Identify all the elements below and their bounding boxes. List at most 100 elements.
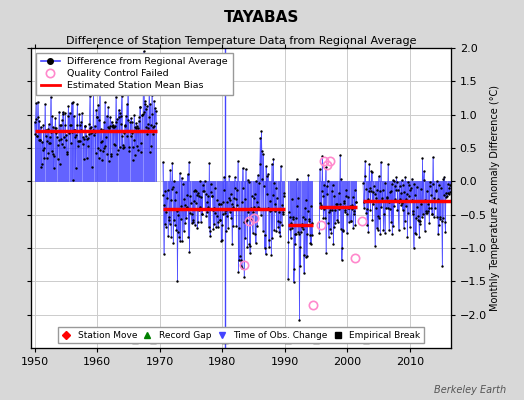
Point [370,183,378,190]
Point [426,178,434,185]
Point [231,174,239,181]
Point [269,192,277,198]
Point [442,194,451,200]
Point [176,238,184,244]
Point [402,196,410,202]
Point [251,231,259,237]
Point [441,229,450,235]
Point [336,152,344,158]
Point [182,215,191,221]
Point [138,112,147,118]
Point [88,164,96,170]
Point [244,176,252,183]
Point [69,99,77,105]
Point [316,202,325,208]
Point [222,228,230,234]
Point [374,226,382,233]
Point [125,144,133,150]
Point [184,233,193,240]
Point [292,215,300,222]
Point [117,113,125,119]
Point [174,229,182,235]
Point [70,126,79,133]
Point [190,198,198,205]
Point [67,121,75,128]
Point [75,138,83,144]
Point [272,228,281,234]
Point [331,220,339,226]
Point [136,104,144,110]
Point [34,114,42,120]
Point [170,178,179,185]
Point [217,237,226,244]
Point [288,196,297,202]
Point [188,217,196,223]
Point [422,188,431,194]
Point [97,126,105,133]
Point [206,181,215,187]
Point [267,252,276,258]
Point [74,138,82,144]
Text: Berkeley Earth: Berkeley Earth [433,385,506,395]
Point [297,229,305,236]
Point [131,151,139,158]
Point [151,108,160,114]
Point [439,214,447,221]
Point [86,125,94,131]
Point [193,218,202,225]
Point [258,176,267,182]
Point [173,208,181,214]
Point [194,193,203,199]
Point [318,188,326,194]
Point [116,120,125,127]
Point [103,151,111,158]
Point [224,195,233,201]
Point [148,92,156,98]
Point [132,124,140,131]
Point [31,116,40,122]
Point [173,278,182,284]
Point [210,204,218,211]
Point [410,181,418,187]
Point [300,216,309,223]
Point [273,195,281,202]
Point [335,206,343,212]
Point [183,204,191,210]
Point [398,200,406,206]
Point [277,163,285,169]
Point [109,122,117,128]
Point [165,214,173,220]
Point [287,220,296,226]
Point [262,163,270,170]
Point [359,180,367,186]
Point [113,116,122,122]
Point [386,189,395,195]
Point [433,196,442,202]
Point [87,130,95,136]
Point [100,145,108,152]
Point [436,214,444,220]
Point [61,122,69,128]
Point [246,242,255,249]
Point [333,200,342,207]
Point [89,82,97,88]
Point [388,231,397,238]
Point [116,110,124,116]
Point [172,189,180,196]
Point [341,206,350,213]
Point [365,161,374,167]
Point [337,257,346,263]
Point [159,159,167,165]
Point [130,124,139,130]
Point [167,234,176,240]
Point [161,187,170,194]
Point [129,156,137,163]
Point [214,201,223,207]
Point [322,250,330,256]
Point [242,218,250,225]
Point [95,117,103,124]
Point [268,161,276,168]
Point [362,186,370,192]
Point [83,134,92,141]
Point [444,190,452,197]
